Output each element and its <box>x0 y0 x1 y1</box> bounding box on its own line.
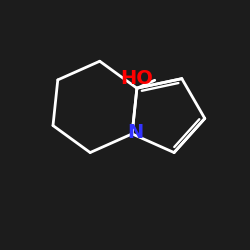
Text: N: N <box>127 122 143 142</box>
Text: HO: HO <box>120 69 153 88</box>
